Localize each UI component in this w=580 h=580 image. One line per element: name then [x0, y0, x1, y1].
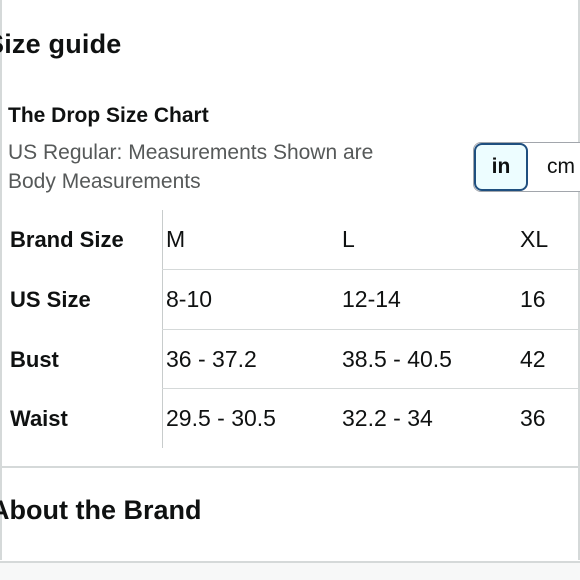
bottom-strip — [0, 563, 580, 580]
cell-value: M — [166, 226, 186, 252]
section-divider — [0, 466, 580, 468]
cell-value: XL — [520, 226, 549, 252]
cell-value: 42 — [520, 346, 546, 372]
panel-left-border — [0, 0, 2, 560]
cell-value: 36 - 37.2 — [166, 346, 257, 372]
cell-value: 12-14 — [342, 286, 401, 312]
table-row: US Size 8-10 12-14 16 — [0, 270, 580, 329]
row-header-waist: Waist — [10, 405, 68, 431]
row-header-bust: Bust — [10, 346, 59, 372]
panel-right-border — [578, 0, 580, 560]
cell-value: 29.5 - 30.5 — [166, 405, 276, 431]
cell-value: 32.2 - 34 — [342, 405, 433, 431]
table-row: Waist 29.5 - 30.5 32.2 - 34 36 — [0, 389, 580, 448]
row-divider — [162, 269, 580, 270]
table-row: Bust 36 - 37.2 38.5 - 40.5 42 — [0, 330, 580, 389]
size-guide-title: Size guide — [0, 29, 122, 59]
row-divider — [162, 388, 580, 389]
unit-toggle[interactable]: in cm — [473, 142, 580, 192]
row-divider — [162, 329, 580, 330]
row-header-brand-size: Brand Size — [10, 226, 124, 252]
about-brand-heading[interactable]: About the Brand — [0, 495, 202, 525]
unit-option-in[interactable]: in — [474, 143, 528, 191]
size-chart-subtitle: US Regular: Measurements Shown are Body … — [8, 141, 374, 193]
section-divider — [0, 561, 580, 563]
table-row: Brand Size M L XL — [0, 210, 580, 269]
cell-value: L — [342, 226, 355, 252]
unit-option-cm[interactable]: cm — [547, 155, 575, 178]
size-chart-title: The Drop Size Chart — [8, 104, 209, 127]
size-table: Brand Size M L XL US Size 8-10 12-14 16 … — [0, 210, 580, 448]
cell-value: 36 — [520, 405, 546, 431]
row-header-us-size: US Size — [10, 286, 91, 312]
cell-value: 38.5 - 40.5 — [342, 346, 452, 372]
cell-value: 16 — [520, 286, 546, 312]
cell-value: 8-10 — [166, 286, 213, 312]
